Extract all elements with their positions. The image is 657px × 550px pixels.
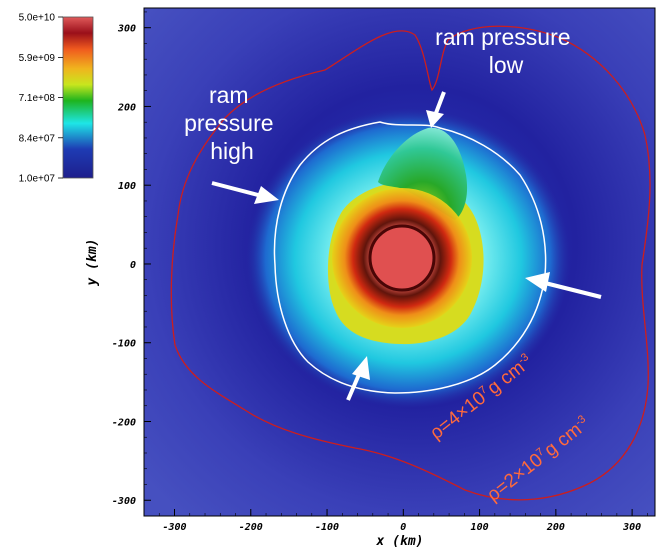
annotation-ram-high-line3: high [210,138,253,164]
colorbar-tick-label: 1.0e+07 [19,174,56,185]
y-tick-label: -200 [112,417,136,428]
colorbar-tick-label: 5.9e+09 [19,53,56,64]
y-axis-title: y (km) [85,239,100,287]
colorbar-tick-label: 5.0e+10 [19,13,56,24]
x-axis: -300 -200 -100 0 100 200 300 [143,509,648,533]
x-tick-label: -300 [162,522,186,533]
annotation-ram-high-line1: ram [209,82,249,108]
y-axis: -300 -200 -100 0 100 200 300 [112,11,151,517]
x-tick-label: -200 [239,522,263,533]
colorbar-tick-label: 8.4e+07 [19,133,56,144]
annotation-ram-low-line1: ram pressure [435,24,570,50]
x-tick-label: 0 [400,522,406,533]
x-tick-label: -100 [315,522,339,533]
plot-area: ram pressure high ram pressure low ρ=4×1… [144,8,655,516]
colorbar-ticks: 5.0e+10 5.9e+09 7.1e+08 8.4e+07 1.0e+07 [19,13,63,185]
annotation-ram-high: ram pressure high [184,82,280,164]
contour-rho-4e7 [273,121,547,394]
arrow-ram-high-bottom [346,356,370,401]
arrow-ram-low-top [426,91,446,128]
y-tick-label: -300 [112,496,136,507]
plot-frame [143,7,656,517]
y-tick-label: -100 [112,339,136,350]
x-axis-title: x (km) [376,534,424,549]
annotation-ram-low: ram pressure low [435,24,577,78]
arrow-ram-high-right [525,272,602,299]
core [368,224,436,292]
arrow-ram-high-left [211,181,279,204]
colorbar-tick-label: 7.1e+08 [19,93,56,104]
annotation-ram-low-line2: low [489,52,524,78]
colorbar: 5.0e+10 5.9e+09 7.1e+08 8.4e+07 1.0e+07 [19,13,94,185]
x-tick-label: 200 [546,522,565,533]
x-tick-label: 100 [471,522,489,533]
y-tick-label: 0 [130,260,136,271]
colorbar-bar [62,16,94,179]
contour-rho-2e7 [170,25,651,501]
annotation-ram-high-line2: pressure [184,110,273,136]
x-tick-label: 300 [622,522,641,533]
y-tick-label: 200 [117,102,136,113]
y-tick-label: 300 [117,24,136,35]
plume [378,127,468,220]
y-tick-label: 100 [118,181,136,192]
